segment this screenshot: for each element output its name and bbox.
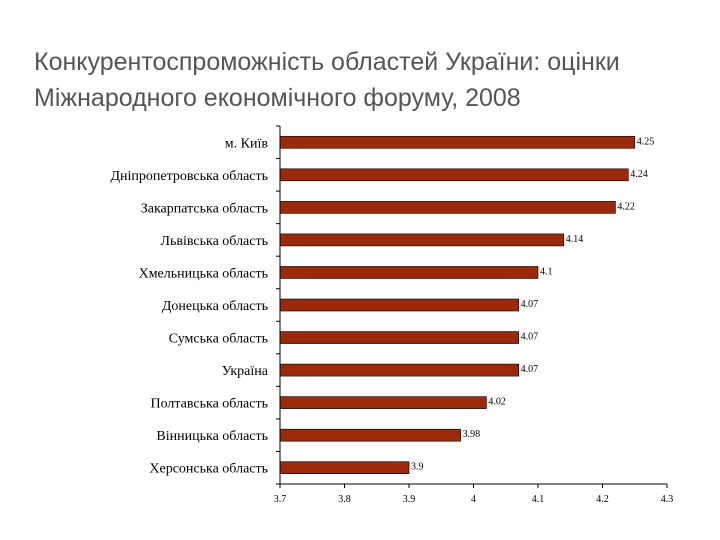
bar <box>279 461 410 475</box>
slide-title-line-1: Конкурентоспроможність областей України:… <box>34 48 620 76</box>
data-label: 4.25 <box>637 136 655 147</box>
data-label: 4.1 <box>540 266 553 277</box>
slide-title: Конкурентоспроможність областей України:… <box>34 44 704 116</box>
category-label: Хмельницька область <box>139 266 268 281</box>
bar <box>279 363 519 377</box>
category-label: Донецька область <box>162 299 268 314</box>
bar <box>279 331 519 344</box>
category-label: Полтавська область <box>150 397 268 412</box>
bar <box>279 135 636 149</box>
category-label: Вінницька область <box>156 429 268 444</box>
x-tick-label: 3.7 <box>274 494 287 505</box>
data-label: 3.9 <box>411 462 424 473</box>
x-tick-label: 3.9 <box>403 494 416 505</box>
data-label: 4.07 <box>521 299 539 310</box>
bar <box>279 396 487 409</box>
category-label: Львівська область <box>160 234 268 249</box>
category-label: Херсонська область <box>149 462 268 477</box>
data-label: 4.14 <box>566 234 584 245</box>
bar <box>279 266 539 279</box>
bar <box>279 168 629 182</box>
data-label: 4.24 <box>630 169 648 180</box>
data-label: 4.07 <box>521 332 539 343</box>
data-label: 4.22 <box>617 201 635 212</box>
x-tick-label: 4.3 <box>661 494 674 505</box>
bar <box>279 201 616 214</box>
data-label: 4.02 <box>488 397 506 408</box>
x-tick-label: 4 <box>471 494 476 505</box>
slide-title-line-2: Міжнародного економічного форуму, 2008 <box>34 84 521 112</box>
x-tick-label: 4.2 <box>596 494 609 505</box>
category-label: Дніпропетровська область <box>110 169 268 184</box>
bar <box>279 428 461 442</box>
category-label: Закарпатська область <box>141 201 268 216</box>
data-label: 3.98 <box>463 429 481 440</box>
x-tick-label: 4.1 <box>532 494 545 505</box>
data-label: 4.07 <box>521 364 539 375</box>
bar <box>279 298 519 312</box>
x-tick-label: 3.8 <box>338 494 351 505</box>
bar <box>279 233 565 247</box>
category-label: м. Київ <box>225 136 269 151</box>
category-label: Україна <box>222 364 269 379</box>
category-label: Сумська область <box>169 332 268 347</box>
